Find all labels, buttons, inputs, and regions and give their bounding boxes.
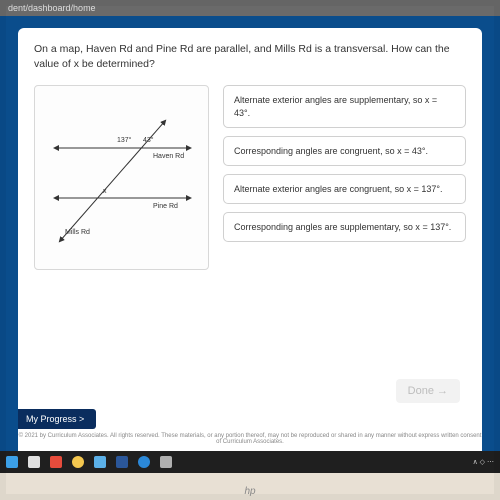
chrome-icon[interactable] <box>72 456 84 468</box>
haven-label: Haven Rd <box>153 153 184 160</box>
search-icon[interactable] <box>28 456 40 468</box>
tray-icons[interactable]: ∧ ◇ ⋯ <box>473 458 494 466</box>
start-icon[interactable] <box>6 456 18 468</box>
system-tray[interactable]: ∧ ◇ ⋯ <box>473 458 494 466</box>
mills-label: Mills Rd <box>65 229 90 236</box>
app1-icon[interactable] <box>50 456 62 468</box>
angle2-label: 43° <box>143 136 154 144</box>
answer-option-1[interactable]: Alternate exterior angles are supplement… <box>223 85 466 127</box>
answer-option-3[interactable]: Alternate exterior angles are congruent,… <box>223 174 466 204</box>
word-icon[interactable] <box>116 456 128 468</box>
taskbar[interactable]: ∧ ◇ ⋯ <box>0 451 500 473</box>
x-label: x <box>103 188 107 195</box>
app2-icon[interactable] <box>160 456 172 468</box>
answers-column: Alternate exterior angles are supplement… <box>223 85 466 270</box>
my-progress-button[interactable]: My Progress > <box>18 409 96 429</box>
url-bar: dent/dashboard/home <box>0 0 500 16</box>
answer-option-2[interactable]: Corresponding angles are congruent, so x… <box>223 136 466 166</box>
diagram-box: 137° 43° Haven Rd x Pine Rd Mills Rd <box>34 85 209 270</box>
angle1-label: 137° <box>117 136 132 144</box>
files-icon[interactable] <box>94 456 106 468</box>
hp-logo: hp <box>244 486 255 497</box>
diagram-svg: 137° 43° Haven Rd x Pine Rd Mills Rd <box>35 86 210 271</box>
done-button[interactable]: Done → <box>396 379 460 403</box>
url-text: dent/dashboard/home <box>8 3 96 13</box>
copyright-text: © 2021 by Curriculum Associates. All rig… <box>18 433 482 445</box>
answer-option-4[interactable]: Corresponding angles are supplementary, … <box>223 212 466 242</box>
app-window: On a map, Haven Rd and Pine Rd are paral… <box>18 28 482 451</box>
pine-label: Pine Rd <box>153 203 178 210</box>
content-row: 137° 43° Haven Rd x Pine Rd Mills Rd Alt… <box>34 85 466 270</box>
question-text: On a map, Haven Rd and Pine Rd are paral… <box>34 42 466 71</box>
cortana-icon[interactable] <box>138 456 150 468</box>
desktop-background: On a map, Haven Rd and Pine Rd are paral… <box>0 16 500 451</box>
